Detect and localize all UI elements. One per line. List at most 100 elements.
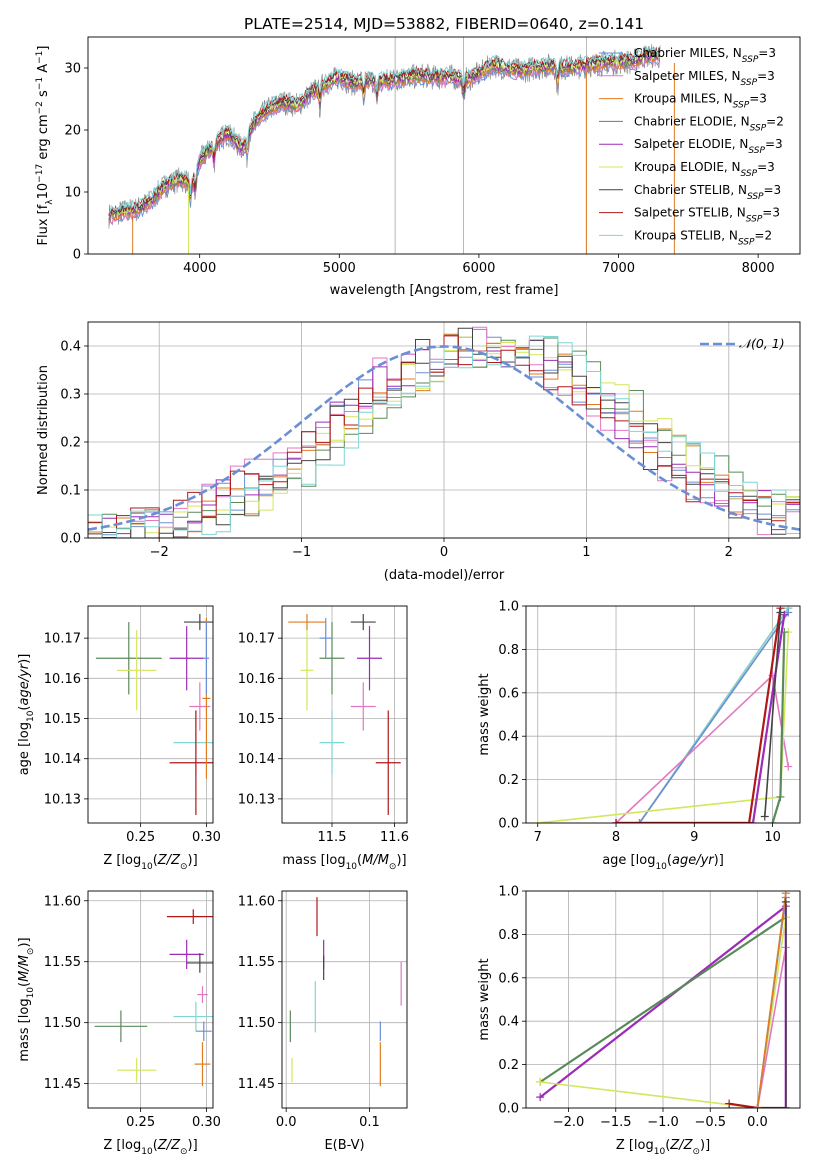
x-tick-label: 0.0 <box>747 1115 768 1130</box>
hist-plot-area <box>88 326 800 538</box>
data-point <box>189 682 211 731</box>
axes-frame <box>281 890 408 1109</box>
y-tick-label: 0.8 <box>498 928 519 943</box>
weight-line-9 <box>764 612 782 817</box>
legend-label: Chabrier STELIB, NSSP=3 <box>634 183 781 202</box>
axes-frame <box>87 605 214 824</box>
mass-weight-ylabel: mass weight <box>477 673 492 755</box>
y-tick-label: 0.4 <box>498 1015 519 1030</box>
y-tick-label: 1.0 <box>498 600 519 615</box>
y-tick-label: 0.2 <box>498 773 519 788</box>
x-tick-label: 11.5 <box>318 830 347 845</box>
weight-marker <box>768 819 777 823</box>
y-tick-label: 10.17 <box>238 632 275 647</box>
x-tick-label: 0.1 <box>359 1115 380 1130</box>
spectrum-plot-area <box>108 37 675 254</box>
data-point <box>186 953 213 973</box>
data-point <box>173 1001 213 1032</box>
ebv-xlabel: E(B-V) <box>324 1138 364 1153</box>
y-tick-label: 0.2 <box>498 1058 519 1073</box>
y-tick-label: 11.55 <box>238 955 275 970</box>
mass-xlabel: mass [log10(M/M⊙)] <box>282 853 406 872</box>
y-tick-label: 20 <box>64 124 81 139</box>
x-tick-label: 0.0 <box>276 1115 297 1130</box>
data-point <box>350 614 376 631</box>
y-tick-label: 0.2 <box>60 436 81 451</box>
weight-marker <box>536 1093 545 1102</box>
x-tick-label: −2 <box>150 545 169 560</box>
axes-frame <box>87 36 801 255</box>
data-point <box>94 1010 148 1043</box>
weight-line-7 <box>616 614 786 823</box>
x-tick-label: 0.30 <box>192 830 221 845</box>
x-tick-label: 6000 <box>462 261 495 276</box>
data-point <box>169 626 204 691</box>
points-area <box>94 909 213 1087</box>
spectrum-xlabel: wavelength [Angstrom, rest frame] <box>330 283 559 298</box>
model-7 <box>108 48 660 217</box>
weight-line-3 <box>540 916 787 1108</box>
legend-label: Chabrier MILES, NSSP=3 <box>634 46 776 65</box>
x-tick-label: 8000 <box>742 261 775 276</box>
data-point <box>319 710 345 775</box>
y-tick-label: 11.55 <box>44 955 81 970</box>
x-tick-label: 10 <box>764 830 781 845</box>
y-tick-label: 0.4 <box>498 730 519 745</box>
y-tick-label: 0.4 <box>60 340 81 355</box>
x-tick-label: 4000 <box>183 261 216 276</box>
x-tick-label: 0.25 <box>126 1115 155 1130</box>
legend-label: 𝒩(0, 1) <box>739 336 785 351</box>
weight-line-8 <box>616 608 782 823</box>
weight-marker <box>749 819 758 823</box>
y-tick-label: 0.6 <box>498 971 519 986</box>
model-6 <box>108 50 661 218</box>
y-tick-label: 11.60 <box>44 894 81 909</box>
x-tick-label: −1.5 <box>600 1115 632 1130</box>
x-tick-label: 0 <box>440 545 448 560</box>
y-tick-label: 1.0 <box>498 885 519 900</box>
Z-xlabel: Z [log10(Z/Z⊙)] <box>103 1138 197 1157</box>
y-tick-label: 11.50 <box>238 1016 275 1031</box>
Z-xlabel: Z [log10(Z/Z⊙)] <box>103 853 197 872</box>
data-point <box>197 986 208 1004</box>
x-tick-label: 8 <box>612 830 620 845</box>
y-tick-label: 10.16 <box>238 672 275 687</box>
data-point <box>116 1058 157 1083</box>
weight-marker <box>753 1104 762 1108</box>
data-point <box>194 1042 211 1087</box>
spectrum-title: PLATE=2514, MJD=53882, FIBERID=0640, z=0… <box>244 15 644 33</box>
panel-mass-vs-EBV: 0.0 0.1 11.45 11.50 11.55 11.60 <box>238 890 408 1130</box>
axes-frame <box>525 605 801 824</box>
y-tick-label: 0.6 <box>498 686 519 701</box>
weight-marker <box>776 608 785 617</box>
x-tick-label: 11.6 <box>380 830 409 845</box>
weight-line-4 <box>729 947 787 1108</box>
x-tick-label: −0.5 <box>694 1115 726 1130</box>
y-tick-label: 10.14 <box>44 752 81 767</box>
x-tick-label: 1 <box>582 545 590 560</box>
y-tick-label: 10.13 <box>238 792 275 807</box>
weight-line-5 <box>728 1102 786 1108</box>
data-point <box>350 682 376 731</box>
data-point <box>300 630 314 711</box>
y-tick-label: 10.13 <box>44 792 81 807</box>
data-point <box>166 909 213 924</box>
age-xlabel: age [log10(age/yr)] <box>602 853 724 872</box>
axes-frame <box>87 321 801 539</box>
y-tick-label: 0.8 <box>498 643 519 658</box>
residual-histogram-9 <box>88 335 800 538</box>
y-tick-label: 0.0 <box>60 532 81 547</box>
points-area <box>95 614 213 815</box>
y-tick-label: 0.1 <box>60 484 81 499</box>
data-point <box>375 710 401 815</box>
gaussian-curve <box>88 345 800 531</box>
weights-area <box>536 891 790 1108</box>
y-tick-label: 10.14 <box>238 752 275 767</box>
x-tick-label: 0.30 <box>192 1115 221 1130</box>
panel-mass-vs-Z: 0.25 0.30 11.45 11.50 11.55 11.60 <box>44 890 221 1130</box>
y-tick-label: 11.45 <box>238 1077 275 1092</box>
legend-label: Salpeter ELODIE, NSSP=3 <box>634 137 783 156</box>
x-tick-label: 5000 <box>323 261 356 276</box>
weight-marker <box>776 792 785 801</box>
legend-label: Kroupa ELODIE, NSSP=3 <box>634 160 775 179</box>
